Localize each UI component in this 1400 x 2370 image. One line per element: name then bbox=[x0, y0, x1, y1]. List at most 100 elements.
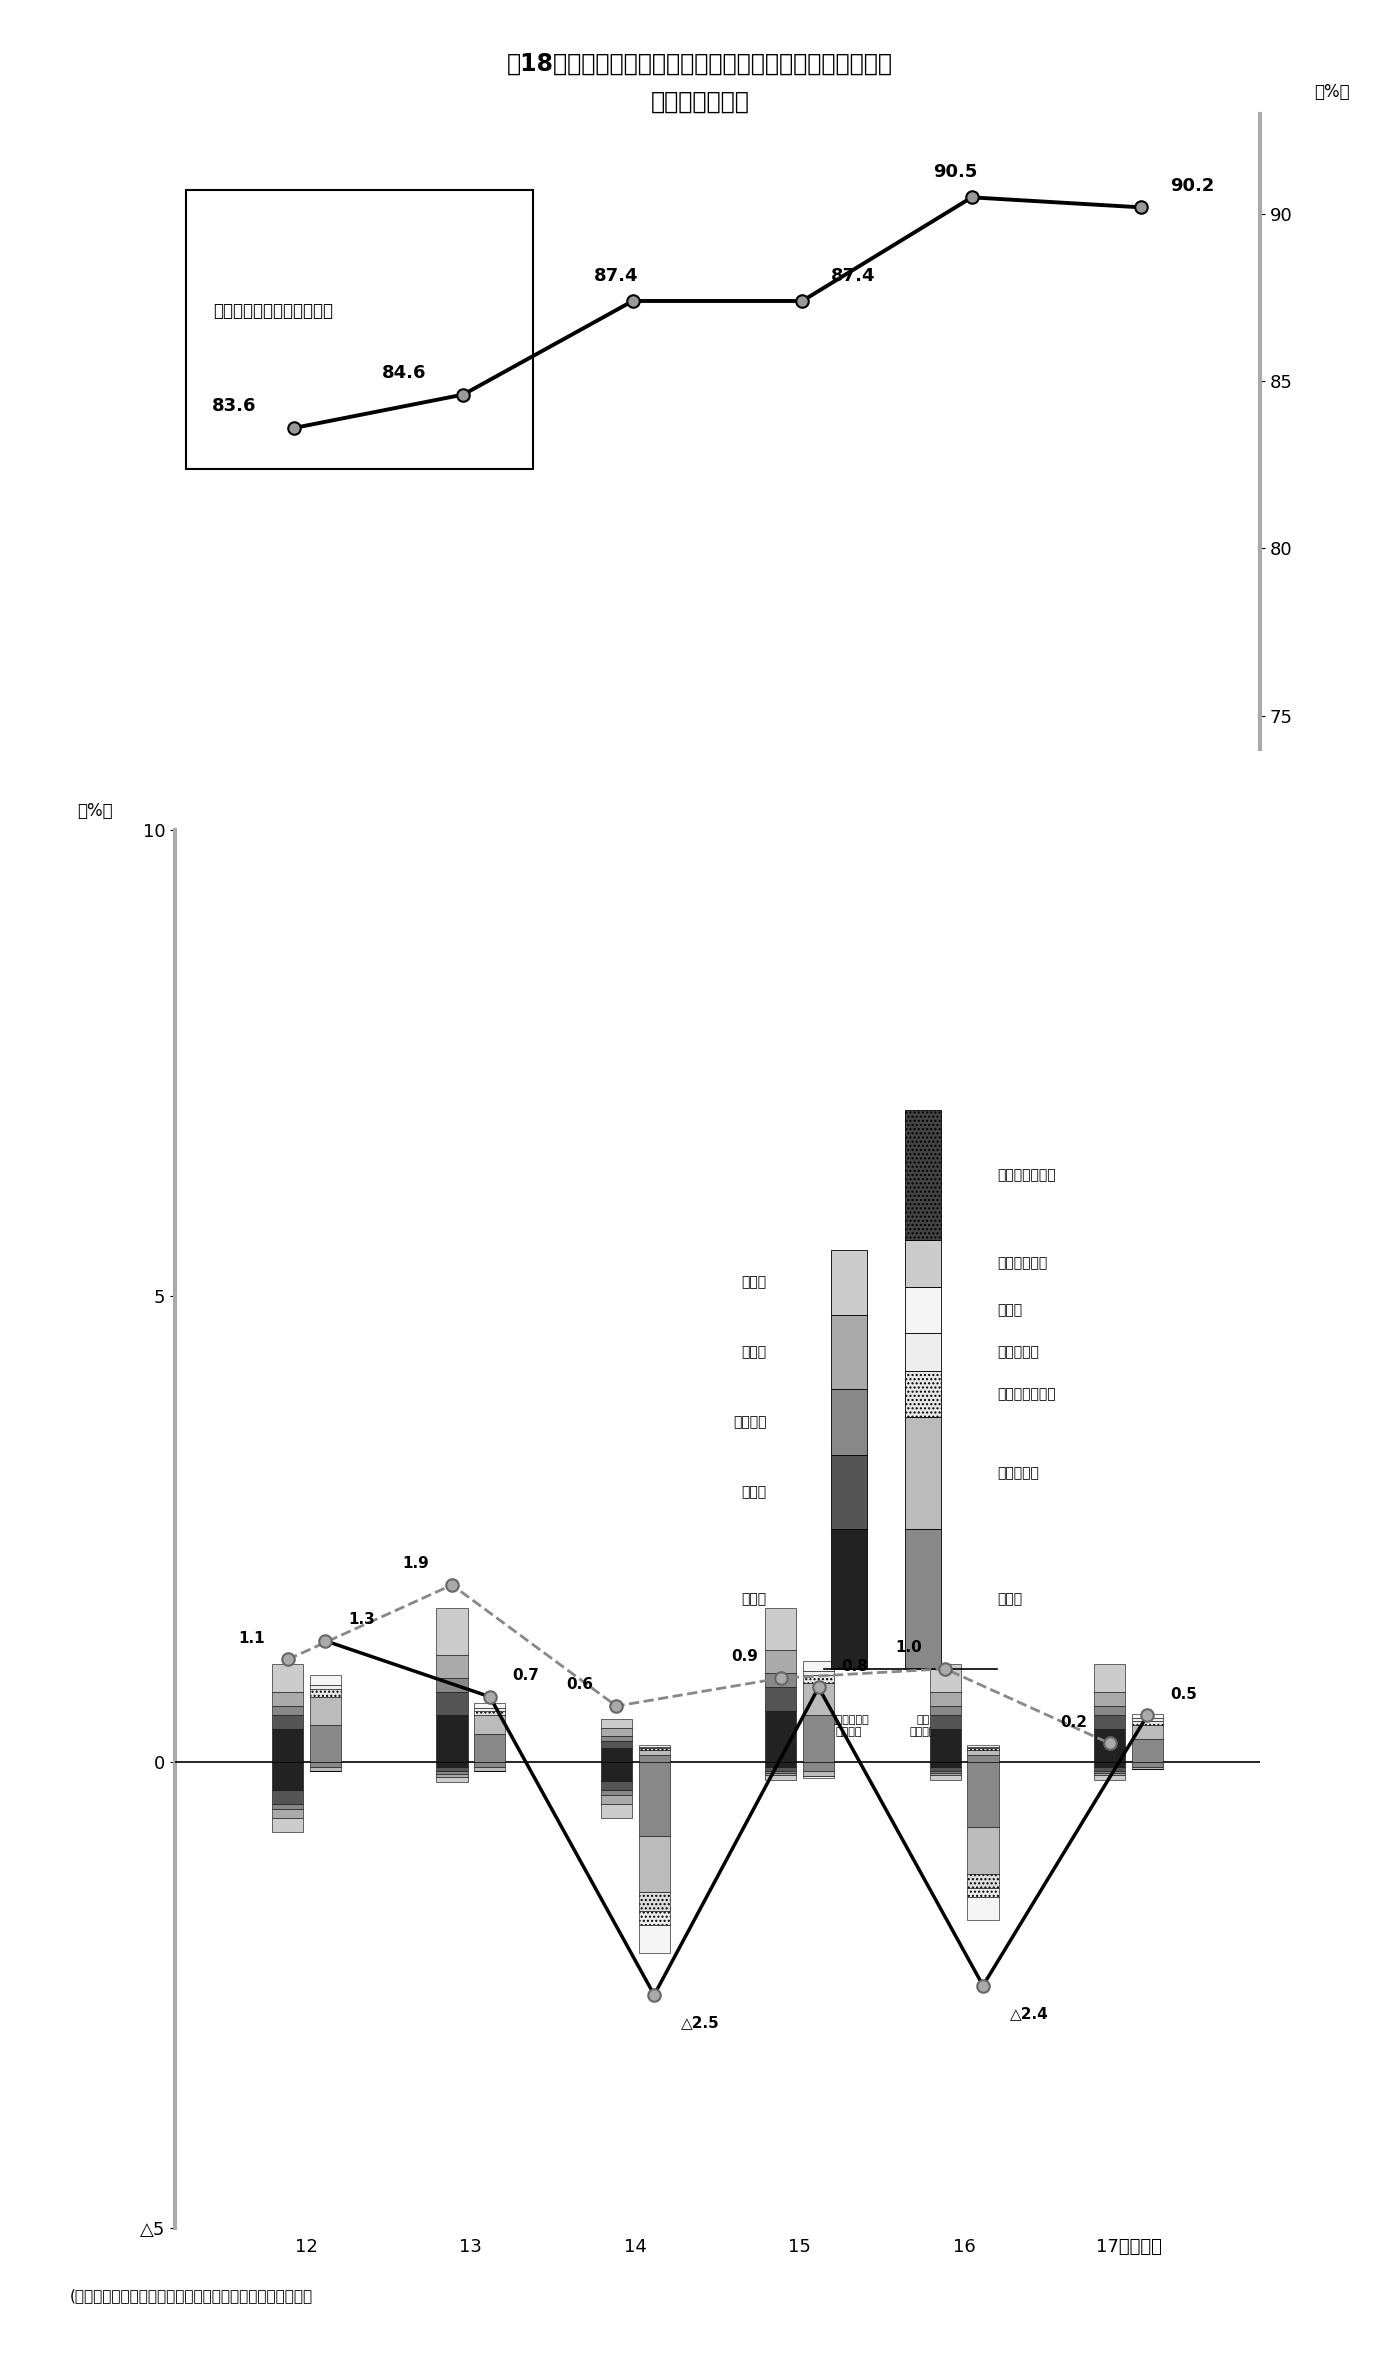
Bar bbox=[437, 1775, 468, 1778]
Bar bbox=[930, 1766, 960, 1770]
Bar bbox=[904, 1240, 941, 1287]
Text: 1.0: 1.0 bbox=[896, 1640, 923, 1654]
Bar bbox=[309, 1766, 342, 1770]
Bar bbox=[804, 1761, 834, 1770]
Bar bbox=[930, 1761, 960, 1766]
Bar bbox=[437, 1761, 468, 1766]
Bar bbox=[309, 1676, 342, 1685]
Bar bbox=[904, 1334, 941, 1370]
Bar bbox=[601, 1780, 631, 1789]
Bar bbox=[309, 1761, 342, 1766]
Bar bbox=[804, 1661, 834, 1671]
Bar bbox=[601, 1740, 631, 1749]
Bar bbox=[272, 1716, 304, 1730]
Bar bbox=[1093, 1664, 1126, 1692]
Bar bbox=[832, 1249, 867, 1315]
Bar bbox=[1093, 1775, 1126, 1780]
Bar bbox=[638, 1754, 669, 1761]
Bar bbox=[437, 1692, 468, 1716]
Bar bbox=[437, 1609, 468, 1654]
Bar bbox=[1093, 1761, 1126, 1766]
Bar bbox=[967, 1761, 998, 1827]
Bar bbox=[832, 1529, 867, 1668]
Text: 経常収支比率（右目盛）％: 経常収支比率（右目盛）％ bbox=[213, 301, 333, 320]
Text: 0.8: 0.8 bbox=[841, 1659, 868, 1673]
Text: 87.4: 87.4 bbox=[830, 268, 875, 284]
Bar bbox=[804, 1683, 834, 1716]
Bar bbox=[766, 1761, 797, 1766]
Text: 1.1: 1.1 bbox=[238, 1631, 265, 1645]
Bar bbox=[904, 1109, 941, 1240]
Bar bbox=[272, 1730, 304, 1761]
Bar bbox=[601, 1794, 631, 1804]
Bar bbox=[766, 1775, 797, 1780]
Bar bbox=[930, 1664, 960, 1692]
Text: 0.5: 0.5 bbox=[1170, 1687, 1197, 1702]
Bar bbox=[272, 1789, 304, 1804]
Bar bbox=[967, 1749, 998, 1754]
Bar bbox=[766, 1609, 797, 1650]
Bar bbox=[437, 1678, 468, 1692]
Text: 84.6: 84.6 bbox=[382, 365, 426, 382]
Bar bbox=[967, 1875, 998, 1889]
Bar bbox=[309, 1690, 342, 1697]
Bar bbox=[475, 1716, 505, 1735]
Text: 人件費: 人件費 bbox=[742, 1593, 767, 1607]
Text: 0.6: 0.6 bbox=[567, 1678, 594, 1692]
Text: その３　市町村: その３ 市町村 bbox=[651, 90, 749, 114]
Bar bbox=[832, 1455, 867, 1529]
Bar bbox=[1131, 1740, 1163, 1761]
Text: 地方譲与税: 地方譲与税 bbox=[997, 1346, 1039, 1358]
Bar bbox=[904, 1287, 941, 1334]
Bar bbox=[804, 1716, 834, 1761]
Bar bbox=[601, 1761, 631, 1780]
Bar bbox=[475, 1766, 505, 1770]
Bar bbox=[475, 1709, 505, 1711]
Bar bbox=[967, 1827, 998, 1875]
Text: 87.4: 87.4 bbox=[594, 268, 638, 284]
Text: 0.2: 0.2 bbox=[1060, 1714, 1086, 1730]
Bar bbox=[638, 1910, 669, 1924]
Bar bbox=[309, 1725, 342, 1761]
Text: 経常経費充当
一般財源: 経常経費充当 一般財源 bbox=[829, 1716, 869, 1737]
Bar bbox=[475, 1704, 505, 1709]
Text: 臨時財政対策債: 臨時財政対策債 bbox=[997, 1168, 1056, 1183]
Bar bbox=[601, 1718, 631, 1728]
Bar bbox=[601, 1789, 631, 1794]
Bar bbox=[904, 1529, 941, 1668]
Bar bbox=[930, 1730, 960, 1761]
Text: 0.7: 0.7 bbox=[512, 1668, 539, 1683]
Text: 経常
一般財源: 経常 一般財源 bbox=[910, 1716, 937, 1737]
Bar bbox=[832, 1315, 867, 1389]
Bar bbox=[272, 1664, 304, 1692]
Text: その他: その他 bbox=[997, 1304, 1022, 1318]
Text: 90.2: 90.2 bbox=[1170, 178, 1214, 194]
Text: その他: その他 bbox=[742, 1275, 767, 1289]
Bar bbox=[766, 1711, 797, 1761]
Bar bbox=[272, 1804, 304, 1808]
Bar bbox=[601, 1804, 631, 1818]
Bar bbox=[601, 1728, 631, 1735]
Bar bbox=[967, 1754, 998, 1761]
Bar bbox=[967, 1896, 998, 1920]
Text: △2.5: △2.5 bbox=[680, 2014, 720, 2031]
Bar bbox=[930, 1775, 960, 1780]
Text: 補助費等: 補助費等 bbox=[734, 1415, 767, 1429]
Text: 1.9: 1.9 bbox=[402, 1557, 430, 1571]
Bar bbox=[930, 1692, 960, 1706]
Bar bbox=[804, 1671, 834, 1676]
Bar bbox=[601, 1749, 631, 1761]
Bar bbox=[601, 1735, 631, 1740]
Bar bbox=[437, 1770, 468, 1775]
Bar bbox=[638, 1837, 669, 1891]
Text: 地方交付税: 地方交付税 bbox=[997, 1467, 1039, 1481]
Bar bbox=[437, 1654, 468, 1678]
Text: (注）棒グラフの数値は、各年度の対前年度増減率である。: (注）棒グラフの数値は、各年度の対前年度増減率である。 bbox=[70, 2289, 314, 2304]
Bar bbox=[437, 1766, 468, 1770]
Text: 0.9: 0.9 bbox=[731, 1650, 757, 1664]
Bar bbox=[1093, 1730, 1126, 1761]
Bar bbox=[930, 1716, 960, 1730]
Bar bbox=[272, 1818, 304, 1832]
Bar bbox=[272, 1692, 304, 1706]
Text: 1.3: 1.3 bbox=[349, 1612, 375, 1628]
